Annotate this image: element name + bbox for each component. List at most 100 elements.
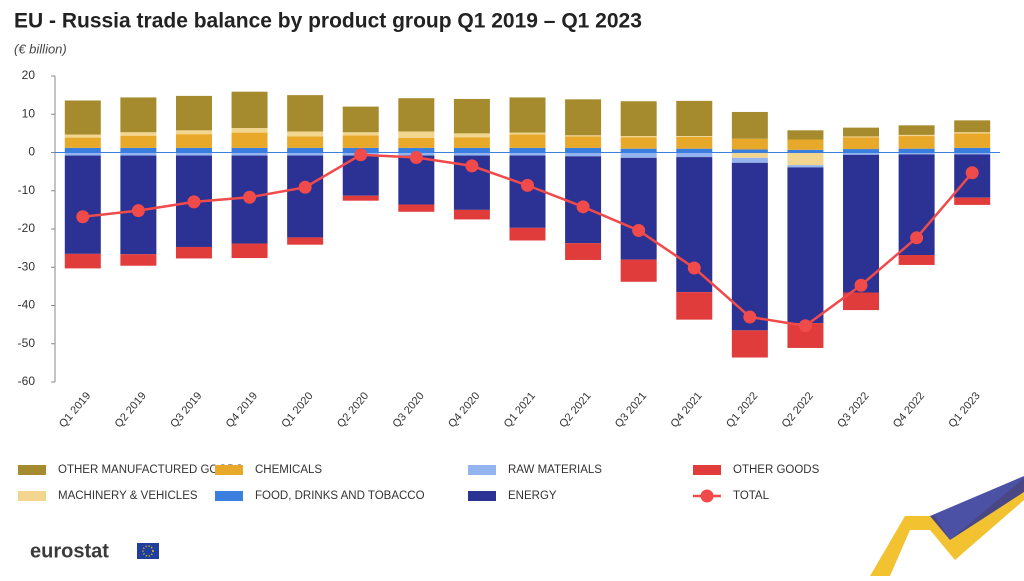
- bar-segment: [676, 152, 713, 158]
- bar-segment: [342, 135, 379, 148]
- total-marker: [743, 310, 757, 324]
- total-marker: [131, 204, 145, 218]
- bar-segment: [565, 243, 602, 260]
- bar-segment: [565, 135, 602, 137]
- bar-segment: [231, 132, 268, 148]
- bar-segment: [509, 132, 546, 135]
- x-tick-label: Q4 2021: [668, 390, 704, 430]
- legend-swatch: [215, 491, 243, 501]
- bar-segment: [843, 152, 880, 155]
- legend-label: OTHER GOODS: [733, 464, 820, 476]
- x-tick-label: Q4 2020: [446, 390, 482, 430]
- bar-segment: [287, 237, 324, 245]
- bar-segment: [954, 133, 991, 148]
- bar-segment: [620, 148, 657, 153]
- bar-segment: [843, 149, 880, 153]
- bar-segment: [398, 204, 435, 212]
- bar-segment: [287, 152, 324, 156]
- y-tick-label: -10: [18, 183, 36, 197]
- bar-segment: [120, 135, 157, 148]
- bar-segment: [120, 152, 157, 156]
- total-marker: [465, 159, 479, 173]
- legend-label: RAW MATERIALS: [508, 464, 602, 476]
- y-tick-label: 0: [28, 145, 35, 159]
- x-tick-group: Q3 2019: [168, 390, 204, 430]
- legend-swatch: [468, 491, 496, 501]
- bar-segment: [731, 152, 768, 158]
- bar-segment: [676, 100, 713, 137]
- x-tick-label: Q2 2019: [113, 390, 149, 430]
- total-marker: [576, 200, 590, 214]
- x-tick-label: Q3 2021: [613, 390, 649, 430]
- bar-segment: [175, 246, 212, 259]
- x-tick-label: Q3 2022: [835, 390, 871, 430]
- bar-segment: [175, 95, 212, 131]
- total-marker: [854, 278, 868, 292]
- bar-segment: [898, 134, 935, 137]
- bar-segment: [676, 136, 713, 137]
- x-tick-label: Q3 2020: [391, 390, 427, 430]
- x-tick-label: Q1 2019: [57, 390, 93, 430]
- bar-segment: [64, 155, 101, 254]
- bar-segment: [954, 197, 991, 205]
- bar-segment: [287, 136, 324, 148]
- bar-segment: [231, 91, 268, 129]
- x-tick-label: Q1 2023: [946, 390, 982, 430]
- logo-flag: [137, 543, 159, 559]
- bar-segment: [509, 97, 546, 133]
- x-tick-label: Q1 2022: [724, 390, 760, 430]
- bar-segment: [898, 152, 935, 155]
- x-tick-label: Q2 2022: [780, 390, 816, 430]
- bar-segment: [954, 132, 991, 134]
- bar-segment: [565, 147, 602, 153]
- bar-segment: [64, 137, 101, 148]
- bar-segment: [843, 292, 880, 311]
- bar-segment: [565, 152, 602, 157]
- bar-segment: [843, 137, 880, 150]
- bar-segment: [731, 330, 768, 358]
- total-marker: [409, 150, 423, 164]
- bar-segment: [342, 132, 379, 136]
- total-marker: [243, 190, 257, 204]
- legend-label: OTHER MANUFACTURED GOODS: [58, 464, 244, 476]
- x-tick-label: Q2 2021: [557, 390, 593, 430]
- bar-segment: [120, 147, 157, 153]
- legend-label: ENERGY: [508, 490, 557, 502]
- bar-segment: [453, 98, 490, 134]
- x-tick-label: Q4 2019: [224, 390, 260, 430]
- chart-title: EU - Russia trade balance by product gro…: [14, 10, 642, 33]
- bar-segment: [287, 131, 324, 137]
- bar-segment: [398, 98, 435, 132]
- legend-label: CHEMICALS: [255, 464, 322, 476]
- x-tick-group: Q3 2021: [613, 390, 649, 430]
- bar-segment: [64, 100, 101, 135]
- logo: eurostat: [30, 540, 109, 562]
- bar-segment: [676, 148, 713, 153]
- bar-segment: [509, 134, 546, 148]
- bar-segment: [509, 147, 546, 153]
- x-tick-group: Q2 2019: [113, 390, 149, 430]
- x-tick-group: Q1 2022: [724, 390, 760, 430]
- total-marker: [632, 224, 646, 238]
- bar-segment: [453, 137, 490, 148]
- bar-segment: [898, 255, 935, 265]
- x-tick-label: Q1 2021: [502, 390, 538, 430]
- legend-label: TOTAL: [733, 490, 770, 502]
- legend-swatch: [18, 491, 46, 501]
- bar-segment: [620, 152, 657, 158]
- bar-segment: [787, 165, 824, 168]
- legend-swatch: [215, 465, 243, 475]
- bar-segment: [509, 152, 546, 156]
- bar-segment: [565, 99, 602, 136]
- bar-segment: [898, 136, 935, 149]
- x-tick-group: Q2 2021: [557, 390, 593, 430]
- y-tick-label: -50: [18, 336, 36, 350]
- bar-segment: [175, 147, 212, 153]
- bar-segment: [731, 157, 768, 163]
- legend-marker: [700, 489, 714, 503]
- bar-segment: [231, 152, 268, 156]
- total-marker: [187, 195, 201, 209]
- total-marker: [521, 178, 534, 192]
- x-tick-label: Q3 2019: [168, 390, 204, 430]
